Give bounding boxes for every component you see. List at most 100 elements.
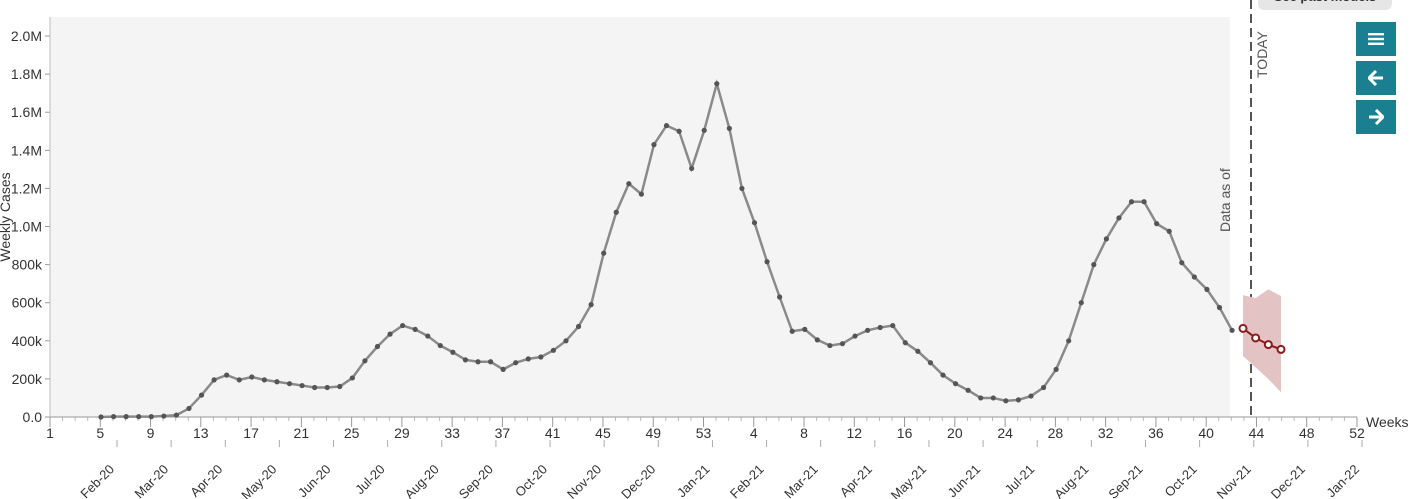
observed-point xyxy=(1015,397,1022,403)
observed-point xyxy=(462,357,469,363)
observed-point xyxy=(500,366,506,372)
month-label: Jul-21 xyxy=(1002,462,1038,498)
x-tick-label: 36 xyxy=(1148,425,1164,441)
x-tick-label: 49 xyxy=(645,425,661,441)
observed-point xyxy=(136,414,142,420)
observed-point xyxy=(1141,199,1147,205)
x-tick-label: 32 xyxy=(1098,425,1114,441)
next-button[interactable] xyxy=(1356,100,1396,134)
x-tick-label: 24 xyxy=(997,425,1013,441)
observed-point xyxy=(588,302,594,308)
observed-point xyxy=(827,342,833,349)
month-label: Feb-20 xyxy=(77,462,117,499)
month-label: Apr-21 xyxy=(837,462,875,499)
forecast-point xyxy=(1263,340,1273,350)
x-tick-label: 41 xyxy=(545,425,561,441)
observed-point xyxy=(1116,215,1122,221)
observed-point xyxy=(337,383,343,390)
y-tick-label: 1.6M xyxy=(11,104,42,120)
x-tick-label: 5 xyxy=(96,425,104,441)
observed-point xyxy=(638,191,644,197)
observed-point xyxy=(412,326,418,332)
month-label: May-21 xyxy=(888,462,929,499)
observed-point xyxy=(915,348,921,354)
month-label: Mar-21 xyxy=(781,462,821,499)
observed-point xyxy=(324,384,330,391)
observed-point xyxy=(940,372,946,378)
observed-point xyxy=(425,333,431,339)
x-tick-label: 8 xyxy=(800,425,808,441)
observed-point xyxy=(1191,274,1197,280)
observed-point xyxy=(626,181,632,187)
observed-point xyxy=(701,127,707,133)
x-tick-label: 25 xyxy=(344,425,360,441)
observed-point xyxy=(726,125,732,132)
observed-point xyxy=(927,360,934,366)
y-tick-label: 400k xyxy=(12,333,43,349)
observed-point xyxy=(1128,199,1135,205)
observed-point xyxy=(110,414,117,420)
y-axis-title: Weekly Cases xyxy=(0,172,13,261)
y-tick-label: 200k xyxy=(12,371,43,387)
previous-button[interactable] xyxy=(1356,61,1396,95)
observed-point xyxy=(952,381,959,387)
observed-point xyxy=(1154,221,1160,227)
month-label: Feb-21 xyxy=(727,462,767,499)
month-label: Mar-20 xyxy=(132,462,172,499)
x-axis-ticks: 1 5 9 13 17 21 25 29 33 37 41 45 49 53 4 8 12 16 20 24 28 32 3… xyxy=(46,417,1365,441)
observed-point xyxy=(312,384,318,391)
observed-point xyxy=(613,209,619,215)
observed-point xyxy=(751,220,758,226)
observed-point xyxy=(487,359,494,365)
x-tick-label: 16 xyxy=(897,425,913,441)
observed-point xyxy=(198,392,205,398)
observed-point xyxy=(1229,327,1235,333)
x-tick-label: 48 xyxy=(1299,425,1315,441)
observed-point xyxy=(374,343,381,350)
observed-point xyxy=(400,322,406,329)
menu-button[interactable] xyxy=(1356,22,1396,56)
observed-point xyxy=(990,395,996,401)
y-tick-label: 600k xyxy=(12,295,43,311)
see-past-models-button[interactable]: See past models xyxy=(1258,0,1392,10)
x-tick-label: 52 xyxy=(1349,425,1365,441)
x-tick-label: 28 xyxy=(1048,425,1064,441)
x-tick-label: 40 xyxy=(1198,425,1214,441)
y-tick-label: 1.4M xyxy=(11,142,42,158)
observed-point xyxy=(148,414,154,420)
x-tick-label: 33 xyxy=(444,425,460,441)
observed-point xyxy=(764,259,770,265)
x-tick-label: 53 xyxy=(696,425,712,441)
observed-point xyxy=(1216,304,1223,311)
observed-point xyxy=(1204,286,1210,292)
arrow-right-icon xyxy=(1368,109,1384,125)
month-label: Oct-20 xyxy=(512,462,550,499)
observed-point xyxy=(249,374,255,380)
forecast-point xyxy=(1276,344,1286,354)
observed-point xyxy=(98,414,104,420)
forecast-series-line xyxy=(1242,327,1282,351)
observed-point xyxy=(236,377,242,383)
x-tick-label: 9 xyxy=(147,425,155,441)
month-label: Jun-20 xyxy=(295,462,334,499)
y-tick-label: 1.0M xyxy=(11,219,42,235)
observed-point xyxy=(739,185,745,192)
observed-point xyxy=(839,341,846,347)
x-tick-label: 20 xyxy=(947,425,963,441)
observed-point xyxy=(286,381,293,387)
observed-point xyxy=(1078,300,1084,306)
observed-point xyxy=(777,294,783,300)
observed-point xyxy=(274,379,280,385)
today-label: TODAY xyxy=(1254,30,1270,78)
month-labels: Feb-20 Mar-20 Apr-20 May-20 Jun-20 Jul-20 Aug-… xyxy=(77,440,1363,499)
month-label: Apr-20 xyxy=(187,462,225,499)
x-tick-label: 45 xyxy=(595,425,611,441)
observed-point xyxy=(978,395,984,401)
observed-point xyxy=(1028,393,1034,399)
observed-point xyxy=(965,387,971,393)
x-tick-label: 4 xyxy=(750,425,758,441)
observed-point xyxy=(525,356,531,362)
y-tick-label: 0.0 xyxy=(23,409,43,425)
month-label: Sep-21 xyxy=(1105,462,1145,499)
observed-point xyxy=(789,328,795,334)
